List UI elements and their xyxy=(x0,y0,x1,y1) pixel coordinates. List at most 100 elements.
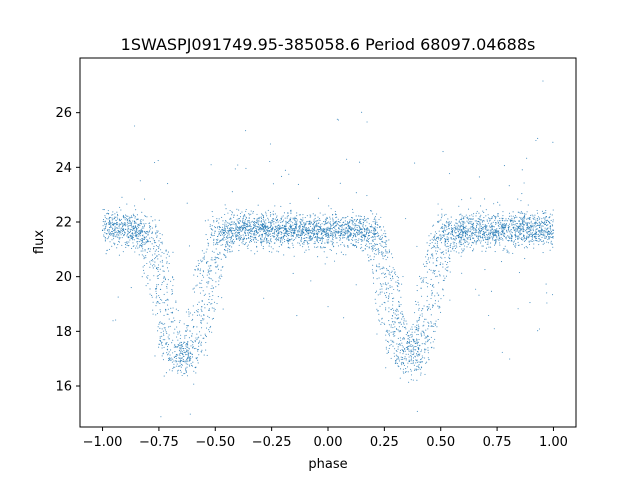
data-point xyxy=(396,328,398,331)
data-point xyxy=(134,227,136,229)
data-point xyxy=(503,248,505,250)
data-point xyxy=(157,302,159,304)
data-point xyxy=(124,219,126,221)
data-point xyxy=(300,232,302,235)
data-point xyxy=(258,218,260,220)
data-point xyxy=(460,219,463,221)
data-point xyxy=(430,322,432,324)
data-point xyxy=(416,338,418,340)
data-point xyxy=(249,214,251,216)
data-point xyxy=(444,233,446,235)
data-point xyxy=(501,238,503,240)
data-point xyxy=(443,228,445,230)
data-point xyxy=(187,363,189,365)
data-point xyxy=(495,232,497,234)
data-point xyxy=(321,228,323,230)
data-point xyxy=(317,233,319,235)
data-point xyxy=(172,277,174,279)
data-point xyxy=(112,231,114,233)
data-point xyxy=(158,264,160,266)
data-point xyxy=(301,243,304,245)
data-point xyxy=(443,253,445,255)
data-point xyxy=(363,217,365,219)
data-point xyxy=(106,233,108,235)
data-point xyxy=(222,231,224,233)
data-point xyxy=(166,283,168,285)
data-point xyxy=(393,297,395,299)
data-point xyxy=(143,224,146,226)
data-point xyxy=(246,245,248,247)
data-point xyxy=(218,277,220,279)
data-point xyxy=(117,227,119,229)
data-point xyxy=(292,228,294,230)
data-point xyxy=(325,222,327,224)
data-point xyxy=(336,232,338,234)
data-point xyxy=(128,228,130,230)
data-point xyxy=(280,217,282,219)
data-point xyxy=(387,331,389,333)
data-point xyxy=(414,331,416,333)
data-point xyxy=(381,241,383,243)
data-point xyxy=(149,222,151,224)
data-point xyxy=(376,264,378,266)
data-point xyxy=(552,219,554,221)
data-point xyxy=(551,234,553,236)
data-point xyxy=(379,243,381,245)
data-point xyxy=(421,281,423,283)
data-point xyxy=(143,238,145,240)
data-point xyxy=(493,244,496,246)
data-point xyxy=(252,227,254,229)
data-point xyxy=(345,254,347,256)
data-point xyxy=(504,233,506,235)
data-point xyxy=(459,218,461,220)
data-point xyxy=(402,358,404,361)
data-point xyxy=(433,238,435,240)
data-point xyxy=(366,229,368,231)
data-point xyxy=(272,227,274,229)
data-point xyxy=(282,227,284,230)
data-point xyxy=(295,223,297,225)
data-point xyxy=(212,317,215,320)
data-point xyxy=(439,234,441,237)
data-point xyxy=(207,245,209,247)
data-point xyxy=(142,248,144,250)
data-point xyxy=(111,232,113,234)
data-point xyxy=(369,210,372,212)
data-point xyxy=(486,243,488,245)
data-point xyxy=(250,226,252,228)
data-point xyxy=(297,242,299,244)
data-point xyxy=(144,215,147,217)
data-point xyxy=(447,240,449,243)
data-point xyxy=(532,227,534,229)
data-point xyxy=(483,231,485,233)
data-point xyxy=(218,225,220,227)
data-point xyxy=(393,323,395,325)
data-point xyxy=(485,225,487,227)
data-point xyxy=(126,215,128,217)
data-point xyxy=(366,228,368,230)
data-point xyxy=(156,235,158,237)
data-point xyxy=(126,224,128,226)
data-point xyxy=(434,330,436,332)
data-point xyxy=(226,230,228,232)
data-point xyxy=(301,224,303,226)
data-point xyxy=(513,241,515,243)
data-point xyxy=(467,236,469,238)
data-point xyxy=(342,228,344,230)
data-point xyxy=(331,244,333,246)
data-point xyxy=(202,270,204,272)
data-point xyxy=(491,229,494,231)
data-point xyxy=(120,227,122,229)
data-point xyxy=(143,225,145,227)
data-point xyxy=(129,230,131,232)
data-point xyxy=(256,226,258,228)
data-point xyxy=(414,342,416,345)
data-point xyxy=(127,215,129,217)
data-point xyxy=(419,362,421,364)
data-point xyxy=(457,224,459,226)
data-point xyxy=(174,346,177,348)
data-point xyxy=(496,228,498,230)
data-point xyxy=(409,336,411,338)
data-point xyxy=(459,232,462,234)
data-point xyxy=(534,237,536,239)
